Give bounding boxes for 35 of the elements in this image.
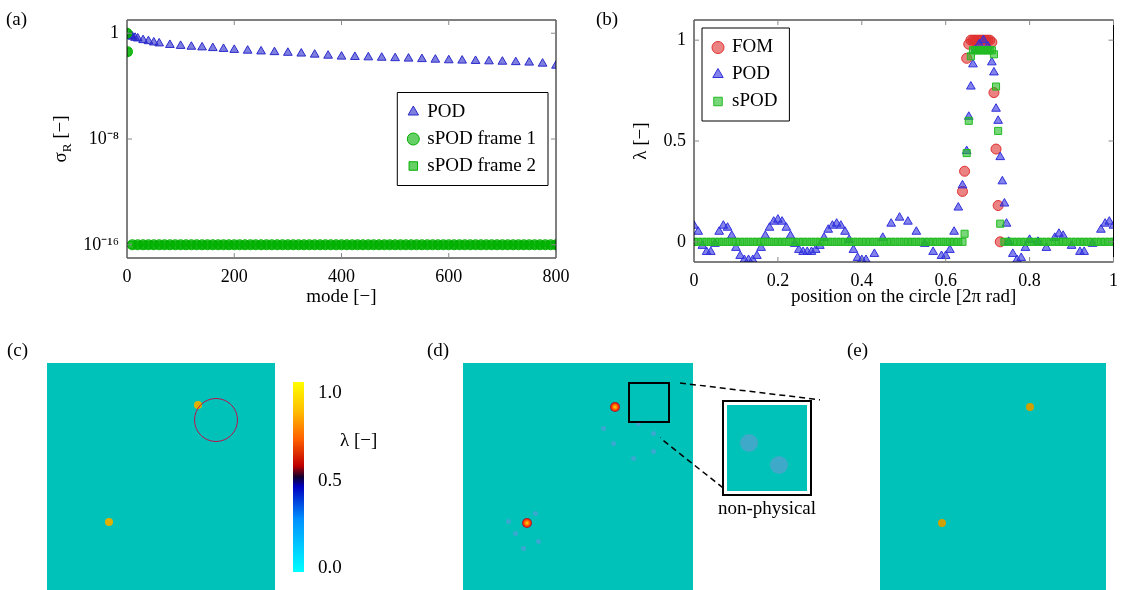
y-axis-title: λ [−]: [629, 122, 651, 160]
x-tick-label: 800: [542, 265, 570, 286]
legend-label: sPOD frame 2: [427, 153, 536, 175]
x-tick-label: 0: [122, 265, 132, 286]
x-tick-label: 600: [435, 265, 463, 286]
y-tick-label: 1: [110, 21, 119, 42]
legend-label: POD: [427, 99, 466, 121]
x-tick-label: 0.2: [766, 269, 790, 290]
y-tick-label: 0: [677, 230, 686, 251]
text: non-physical: [717, 497, 817, 518]
y-tick-label: 10⁻⁸: [88, 127, 119, 148]
y-axis-title: σR [−]: [49, 115, 74, 163]
x-axis-title: mode [−]: [306, 284, 377, 306]
text: 1.0: [318, 381, 342, 402]
text: (e): [847, 339, 869, 360]
chart-title: (a): [6, 7, 28, 30]
x-tick-label: 1: [1109, 269, 1118, 290]
x-tick-label: 0.4: [850, 269, 874, 290]
chart-title: (b): [596, 7, 619, 30]
legend-label: POD: [732, 62, 771, 84]
x-tick-label: 200: [220, 265, 248, 286]
text: 0.0: [318, 556, 342, 577]
text: (c): [7, 339, 29, 360]
x-tick-label: 0.6: [934, 269, 957, 290]
x-tick-label: 0.8: [1018, 269, 1041, 290]
y-tick-label: 0.5: [663, 129, 686, 150]
legend-label: sPOD: [732, 89, 778, 111]
legend-label: sPOD frame 1: [427, 126, 536, 148]
text: λ [−]: [340, 429, 378, 450]
text: 0.5: [318, 469, 342, 490]
text: (d): [427, 339, 450, 360]
legend-label: FOM: [732, 35, 774, 57]
y-tick-label: 10⁻¹⁶: [83, 233, 119, 254]
x-tick-label: 400: [328, 265, 355, 286]
y-tick-label: 1: [677, 28, 686, 49]
